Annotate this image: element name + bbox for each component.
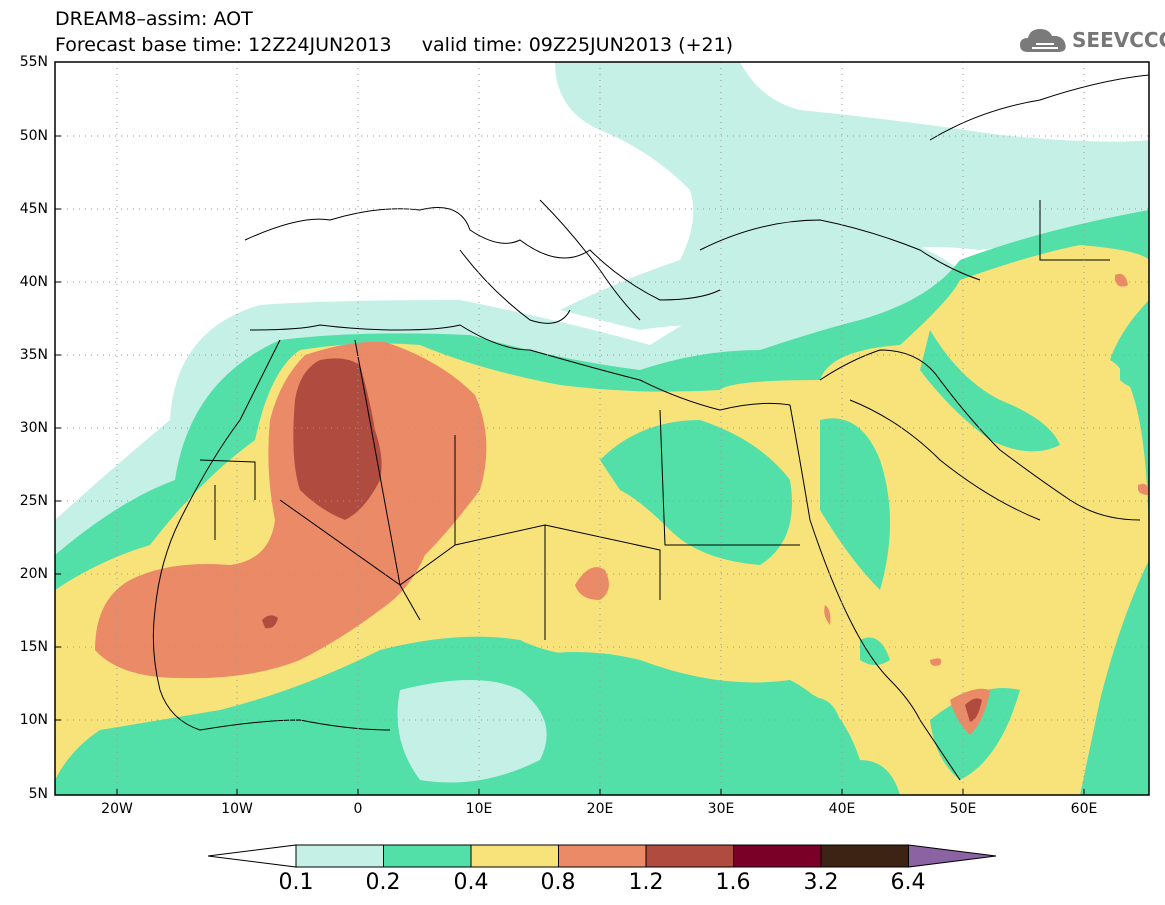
axis-ticks [55,61,1085,795]
lat-label: 50N [19,128,48,144]
coastlines [152,74,1149,781]
colorbar-label: 0.1 [278,870,314,895]
map-title: DREAM8–assim: AOT [55,8,253,30]
lat-label: 20N [19,566,48,582]
lon-label: 50E [949,801,977,817]
colorbar-label: 3.2 [803,870,839,895]
lon-label: 20W [101,801,133,817]
colorbar-label: 1.6 [715,870,751,895]
colorbar-low-arrow [207,844,297,868]
logo-text: SEEVCCC [1072,28,1165,52]
cloud-icon [1020,29,1066,52]
lon-label: 20E [586,801,614,817]
colorbar-swatch-5 [645,844,734,868]
colorbar-label: 1.2 [628,870,664,895]
colorbar-label: 0.4 [453,870,489,895]
lat-label: 10N [19,712,48,728]
lat-label: 55N [19,54,48,70]
lat-label: 5N [28,786,48,802]
aot-band-high [95,341,487,679]
colorbar-swatch-1 [295,844,384,868]
colorbar-label: 0.8 [540,870,576,895]
lat-label: 30N [19,420,48,436]
aot-band-very-low-north [555,62,1149,330]
colorbar-label: 6.4 [890,870,926,895]
colorbar-swatch-4 [558,844,647,868]
lon-label: 40E [828,801,856,817]
colorbar [207,844,997,868]
colorbar-swatch-6 [733,844,822,868]
lat-label: 25N [19,493,48,509]
forecast-time-line: Forecast base time: 12Z24JUN2013 valid t… [55,34,734,56]
lat-label: 45N [19,201,48,217]
seevccc-logo: SEEVCCC [1018,24,1165,58]
colorbar-label: 0.2 [365,870,401,895]
lat-label: 35N [19,347,48,363]
lon-label: 0 [353,801,363,817]
colorbar-swatch-3 [470,844,559,868]
colorbar-swatch-2 [383,844,472,868]
lon-label: 10E [465,801,493,817]
gridlines [55,62,1149,795]
lon-label: 60E [1070,801,1098,817]
aot-band-very-high [293,358,382,520]
colorbar-high-arrow [908,844,997,868]
lon-label: 30E [707,801,735,817]
lat-label: 40N [19,274,48,290]
colorbar-swatch-7 [820,844,909,868]
lat-label: 15N [19,639,48,655]
lon-label: 10W [221,801,253,817]
